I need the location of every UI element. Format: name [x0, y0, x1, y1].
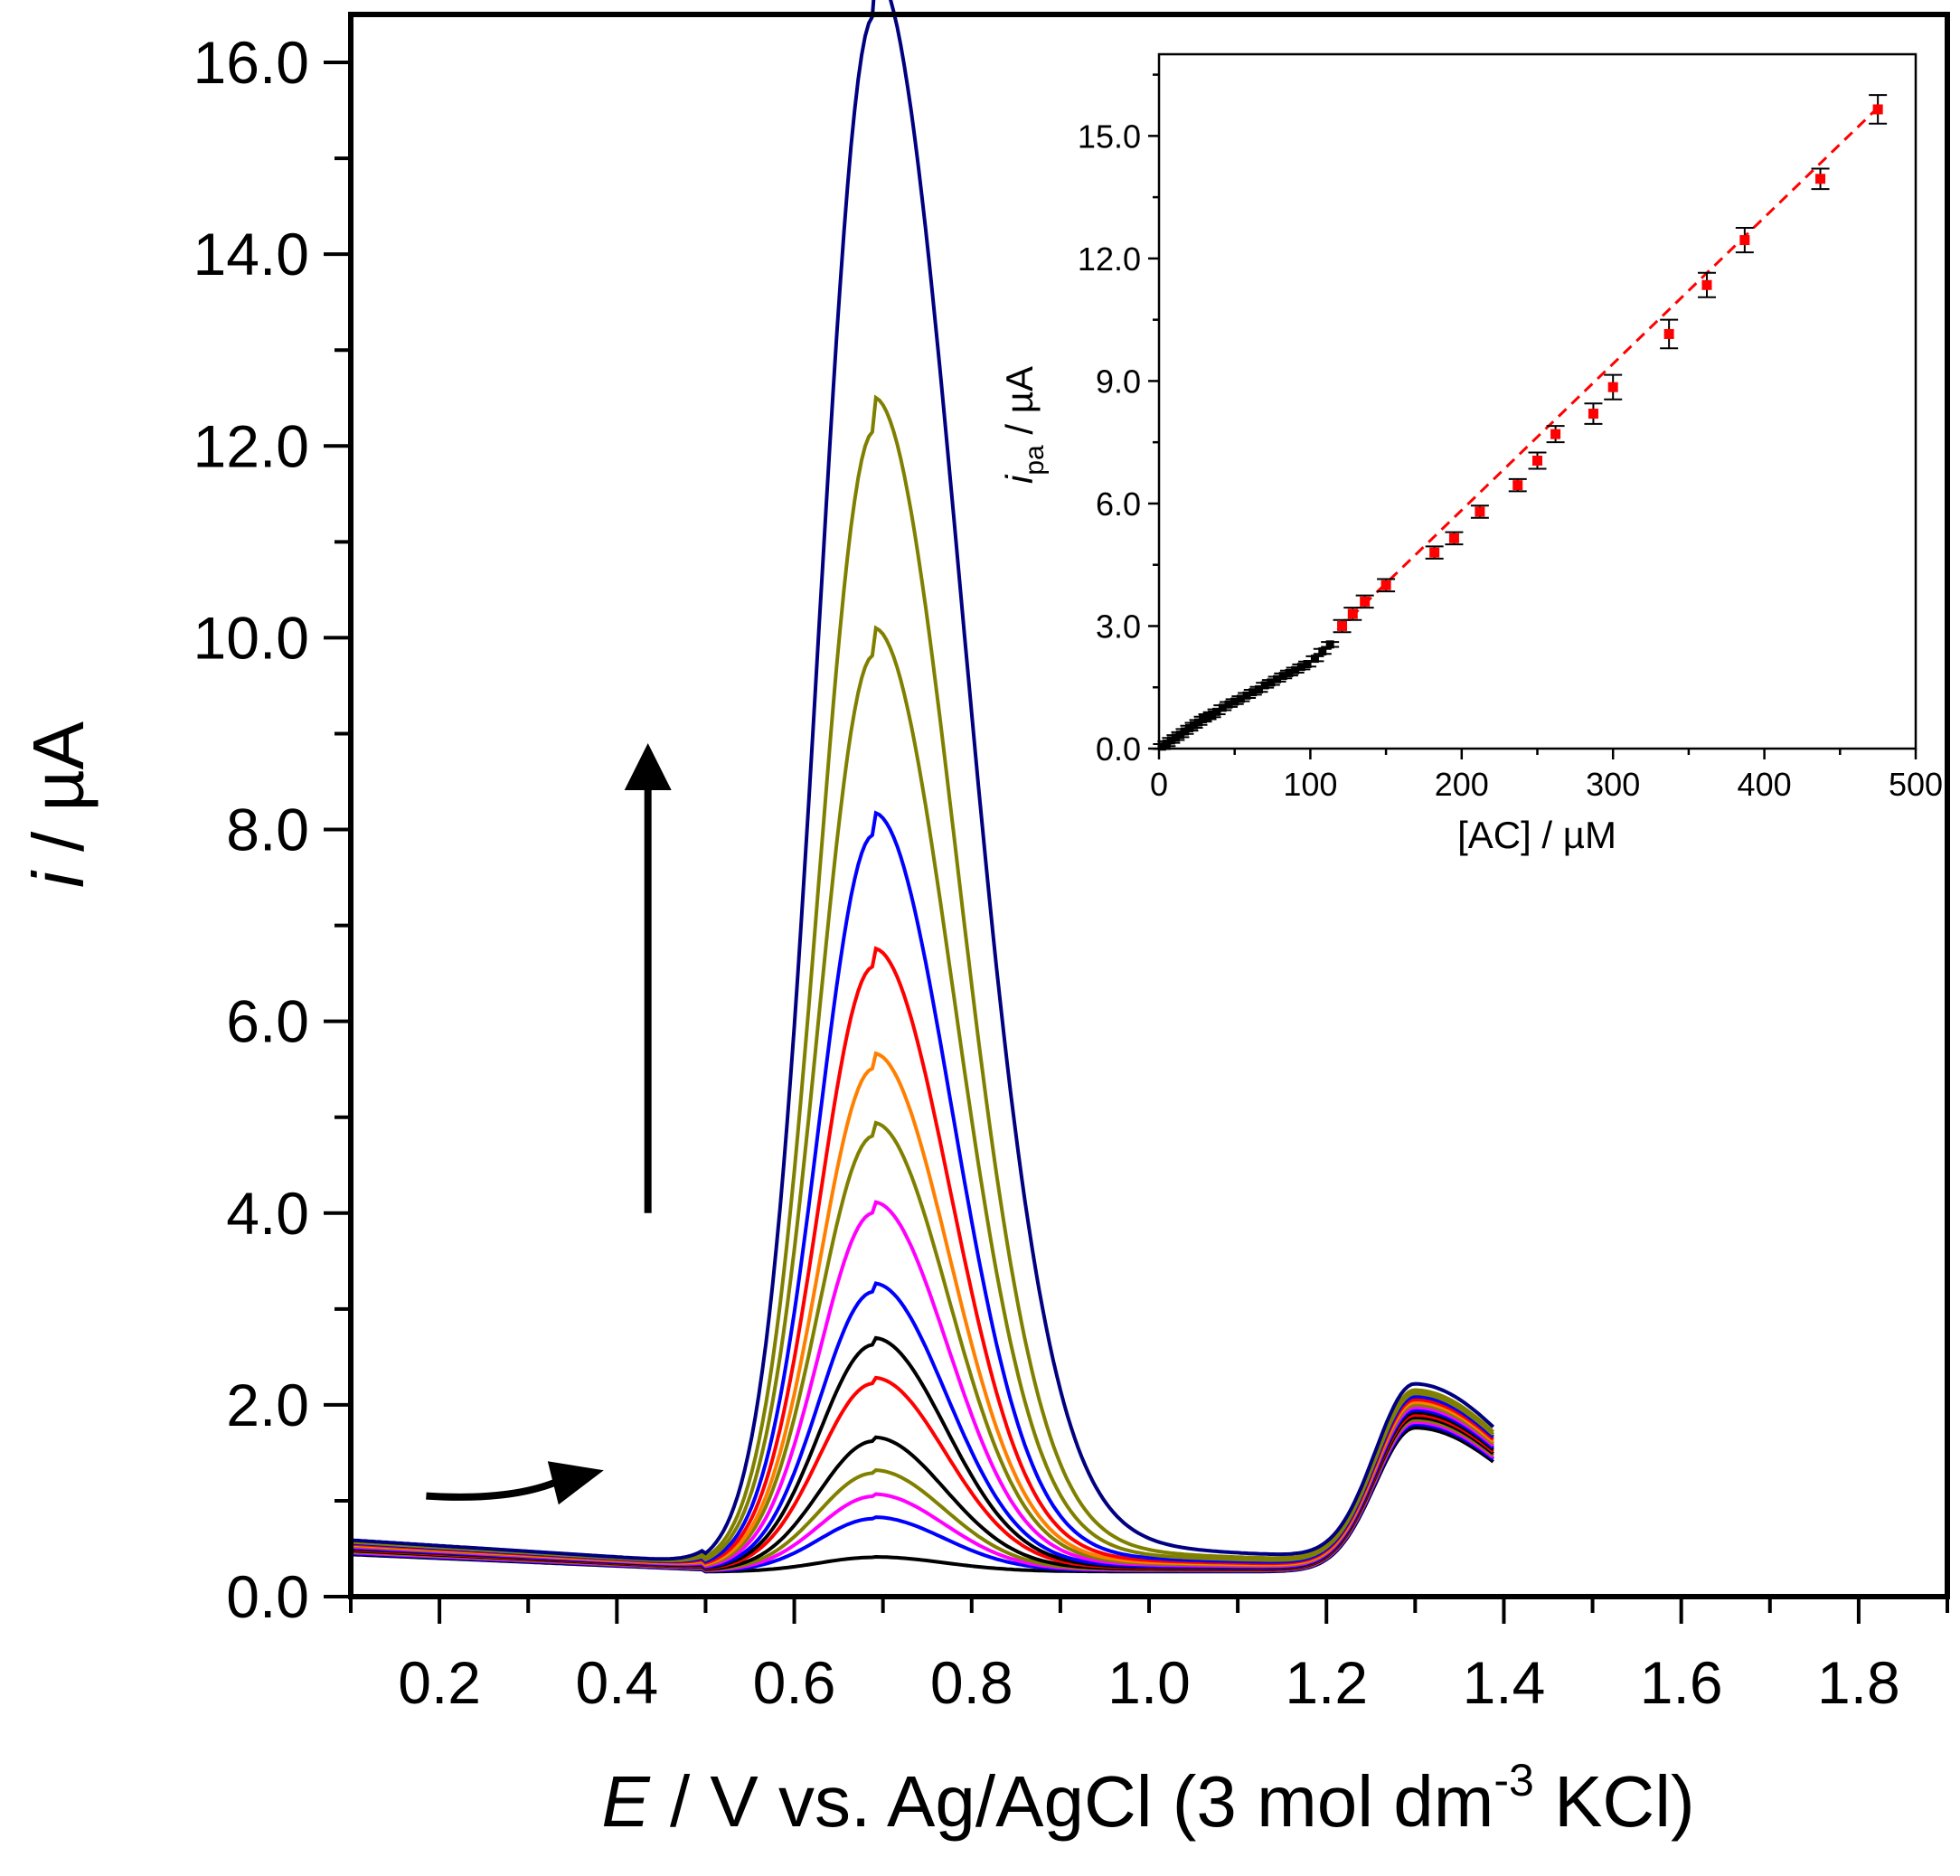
inset-x-axis-title: [AC] / µM [1457, 814, 1616, 856]
main-curves [350, 0, 1495, 1574]
inset-data-point [1305, 655, 1324, 664]
main-y-tick-label: 4.0 [226, 1180, 309, 1247]
main-x-axis: 0.2 0.4 0.6 0.8 1.0 1.2 1.4 1.6 1.8 [349, 1597, 1949, 1716]
main-x-tick-label: 1.2 [1285, 1649, 1368, 1716]
inset-data-point [1355, 594, 1374, 609]
main-y-tick-label: 16.0 [193, 29, 309, 96]
inset-data-point [1660, 318, 1679, 350]
inset-plot: 0 100 200 300 400 500 0.0 3.0 6.0 9.0 12.0 15.0 [A… [998, 52, 1943, 856]
inset-data-point [1313, 646, 1332, 655]
inset-data-point [1604, 373, 1623, 401]
inset-y-axis: 0.0 3.0 6.0 9.0 12.0 15.0 [1078, 73, 1159, 768]
main-x-tick-label: 1.8 [1817, 1649, 1900, 1716]
inset-data-point [1508, 477, 1527, 493]
inset-x-tick-label: 300 [1586, 766, 1640, 803]
main-annotations [426, 743, 672, 1505]
main-plot: 0.2 0.4 0.6 0.8 1.0 1.2 1.4 1.6 1.8 0.0 2.0 4.0 6.0… [18, 0, 1950, 1842]
main-y-tick-label: 12.0 [193, 412, 309, 479]
inset-y-tick-label: 0.0 [1096, 731, 1141, 768]
inset-x-tick-label: 100 [1283, 766, 1337, 803]
main-x-axis-title: E / V vs. Ag/AgCl (3 mol dm-3 KCl) [601, 1755, 1694, 1842]
main-y-tick-label: 6.0 [226, 988, 309, 1055]
main-x-tick-label: 0.8 [930, 1649, 1013, 1716]
inset-data-point [1321, 640, 1340, 649]
main-x-tick-label: 0.4 [575, 1649, 658, 1716]
inset-y-tick-label: 3.0 [1096, 608, 1141, 645]
inset-x-tick-label: 0 [1150, 766, 1168, 803]
inset-y-tick-label: 6.0 [1096, 485, 1141, 523]
inset-x-axis: 0 100 200 300 400 500 [1150, 749, 1943, 803]
inset-x-tick-label: 200 [1435, 766, 1489, 803]
main-x-tick-label: 0.2 [398, 1649, 481, 1716]
main-x-tick-label: 1.6 [1640, 1649, 1723, 1716]
main-y-tick-label: 2.0 [226, 1372, 309, 1438]
inset-y-axis-title: ipa / µA [998, 366, 1050, 484]
inset-data-point [1528, 451, 1547, 470]
inset-y-tick-label: 12.0 [1078, 240, 1141, 278]
inset-data-point [1811, 167, 1830, 191]
inset-data-point [1546, 425, 1565, 444]
scan-direction-arrow-head [547, 1461, 604, 1505]
inset-data-point [1377, 578, 1396, 593]
inset-x-tick-label: 500 [1889, 766, 1943, 803]
main-x-tick-label: 1.0 [1107, 1649, 1191, 1716]
main-x-tick-label: 1.4 [1463, 1649, 1546, 1716]
inset-data-point [1445, 531, 1464, 546]
main-series-line [350, 0, 1495, 1561]
main-y-tick-label: 10.0 [193, 604, 309, 671]
inset-x-tick-label: 400 [1738, 766, 1792, 803]
main-y-tick-label: 0.0 [226, 1563, 309, 1630]
inset-data-point [1425, 545, 1444, 560]
inset-data-point [1697, 271, 1716, 298]
main-y-tick-label: 14.0 [193, 221, 309, 288]
inset-data-point [1584, 402, 1603, 425]
main-y-axis: 0.0 2.0 4.0 6.0 8.0 10.0 12.0 14.0 16.0 [193, 29, 351, 1630]
inset-data-point [1869, 94, 1888, 125]
inset-data-point [1735, 227, 1754, 254]
inset-y-tick-label: 9.0 [1096, 363, 1141, 400]
up-arrow-head [624, 743, 672, 791]
inset-y-tick-label: 15.0 [1078, 118, 1141, 155]
inset-background [1159, 54, 1916, 749]
inset-data-point [1470, 504, 1489, 519]
main-y-tick-label: 8.0 [226, 797, 309, 863]
main-y-axis-title: i / µA [18, 721, 99, 888]
scan-direction-arrow [426, 1477, 561, 1501]
main-x-tick-label: 0.6 [753, 1649, 836, 1716]
inset-points [1153, 94, 1888, 751]
